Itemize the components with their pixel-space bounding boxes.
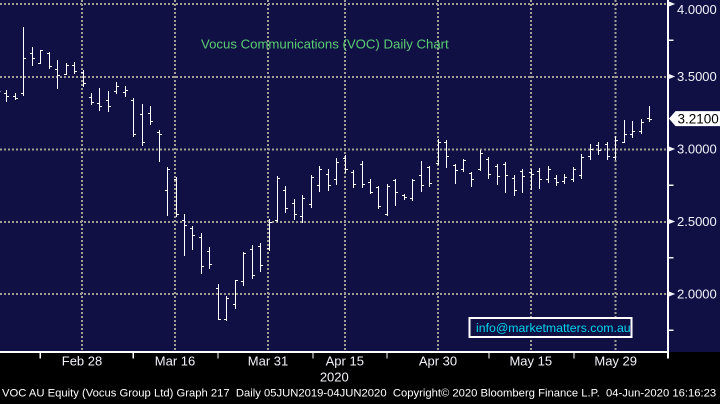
svg-text:Mar 16: Mar 16 — [155, 354, 195, 369]
svg-text:2.5000: 2.5000 — [677, 214, 717, 229]
svg-text:3.0000: 3.0000 — [677, 142, 717, 157]
svg-text:Vocus Communications (VOC) Dai: Vocus Communications (VOC) Daily Chart — [201, 37, 449, 52]
svg-text:Apr 30: Apr 30 — [419, 354, 457, 369]
svg-text:2020: 2020 — [320, 370, 349, 385]
svg-text:May 29: May 29 — [594, 354, 637, 369]
svg-text:info@marketmatters.com.au: info@marketmatters.com.au — [476, 321, 631, 335]
svg-text:3.2100: 3.2100 — [678, 111, 719, 126]
svg-text:Mar 31: Mar 31 — [248, 354, 288, 369]
svg-text:VOC AU Equity (Vocus Group Ltd: VOC AU Equity (Vocus Group Ltd) Graph 21… — [2, 388, 716, 400]
svg-text:May 15: May 15 — [509, 354, 552, 369]
svg-text:3.5000: 3.5000 — [677, 69, 717, 84]
svg-text:Feb 28: Feb 28 — [62, 354, 102, 369]
svg-text:2.0000: 2.0000 — [677, 287, 717, 302]
svg-text:Apr 15: Apr 15 — [326, 354, 364, 369]
svg-text:4.0000: 4.0000 — [677, 2, 717, 17]
